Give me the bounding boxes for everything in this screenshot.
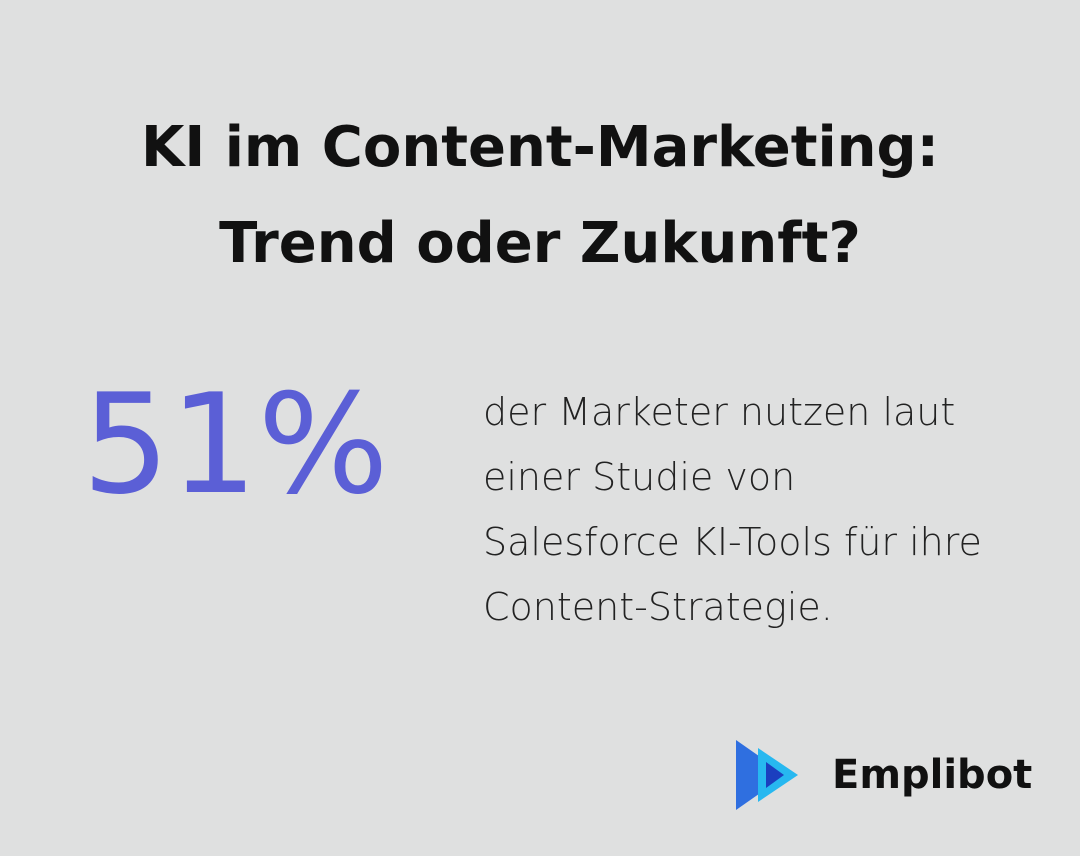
stat-value: 51% (82, 364, 389, 525)
logo (736, 740, 798, 810)
brand-name: Emplibot (832, 752, 1033, 798)
stat-text: der Marketer nutzen laut einer Studie vo… (483, 390, 982, 629)
title: KI im Content-Marketing: Trend oder Zuku… (141, 115, 939, 276)
brand: Emplibot (736, 740, 1032, 810)
